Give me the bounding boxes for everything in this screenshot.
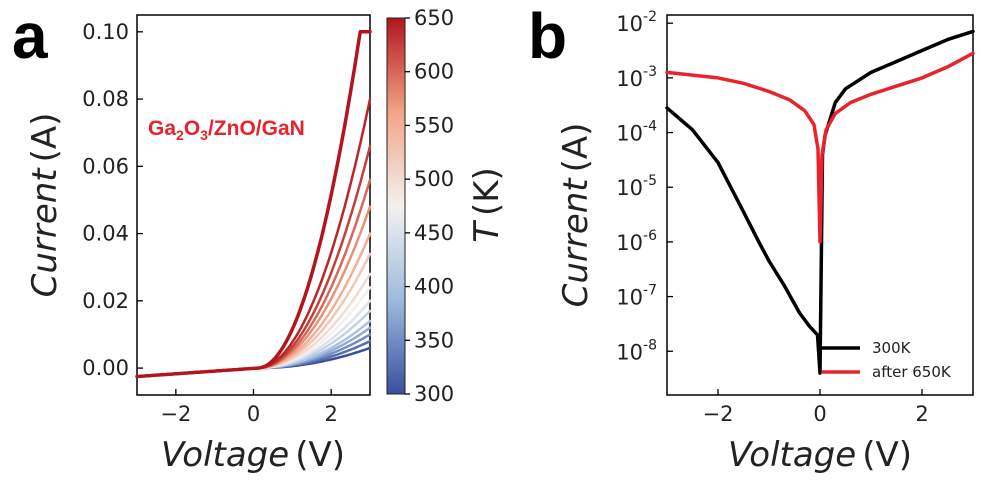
colorbar-tick-label: 450 xyxy=(414,221,454,245)
panel-a-letter: a xyxy=(12,0,48,72)
panel-a-colorbar: 300 350 400 450 500 550 600 650 T(K) xyxy=(386,6,507,406)
colorbar-tick-label: 350 xyxy=(414,328,454,352)
y-tick-label: 0.10 xyxy=(82,20,129,44)
panel-a-x-ticks: −2 0 2 xyxy=(160,389,338,426)
y-tick-label: 10-5 xyxy=(616,173,657,200)
y-tick-label: 10-3 xyxy=(616,64,657,91)
series-line-300k xyxy=(665,29,975,375)
panel-b-y-axis-label: Current(A) xyxy=(556,123,596,308)
colorbar-tick-label: 500 xyxy=(414,167,454,191)
y-tick-label: 0.00 xyxy=(82,356,129,380)
panel-b-legend: 300K after 650K xyxy=(822,339,952,381)
panel-b-x-axis-label: Voltage (V) xyxy=(728,435,912,475)
legend-label-after-650k: after 650K xyxy=(872,363,952,381)
y-tick-label: 10-8 xyxy=(616,337,657,364)
x-tick-label: 0 xyxy=(813,402,826,426)
panel-a-curves xyxy=(135,30,372,379)
panel-b-x-ticks: −2 0 2 xyxy=(703,389,929,426)
colorbar-tick-label: 650 xyxy=(414,6,454,30)
panel-a: a −2 0 2 0.00 0.02 0.04 0.06 0.08 0.10 Ga2O3/Zn… xyxy=(12,0,507,475)
x-tick-label: −2 xyxy=(160,402,191,426)
x-tick-label: 0 xyxy=(247,402,260,426)
y-tick-label: 0.04 xyxy=(82,222,129,246)
panel-a-y-axis-label: Current(A) xyxy=(25,113,65,298)
y-tick-label: 10-4 xyxy=(616,119,657,146)
colorbar-tick-label: 400 xyxy=(414,275,454,299)
panel-a-annotation: Ga2O3/ZnO/GaN xyxy=(148,117,305,143)
x-tick-label: −2 xyxy=(703,402,734,426)
y-tick-label: 10-7 xyxy=(616,283,657,310)
y-tick-label: 10-2 xyxy=(616,9,657,36)
colorbar-tick-label: 600 xyxy=(414,60,454,84)
panel-b-letter: b xyxy=(528,0,567,72)
legend-label-300k: 300K xyxy=(872,339,912,357)
panel-b-plot-area: −2 0 2 10-8 10-7 10-6 10-5 10-4 10-3 10-2 xyxy=(616,9,975,426)
y-tick-label: 0.08 xyxy=(82,87,129,111)
series-line-after-650k xyxy=(665,51,975,244)
colorbar-tick-label: 300 xyxy=(414,382,454,406)
y-tick-label: 0.06 xyxy=(82,154,129,178)
colorbar-gradient xyxy=(386,17,406,395)
panel-a-y-ticks: 0.00 0.02 0.04 0.06 0.08 0.10 xyxy=(82,20,143,380)
x-tick-label: 2 xyxy=(915,402,928,426)
x-tick-label: 2 xyxy=(324,402,337,426)
curve-650k xyxy=(135,30,372,379)
panel-b-y-ticks: 10-8 10-7 10-6 10-5 10-4 10-3 10-2 xyxy=(616,9,673,364)
colorbar-label: T(K) xyxy=(467,167,507,243)
panel-b-curves xyxy=(665,29,975,375)
colorbar-tick-label: 550 xyxy=(414,113,454,137)
y-tick-label: 10-6 xyxy=(616,228,657,255)
panel-b: b −2 0 2 10-8 10-7 10-6 10-5 10-4 10-3 10-2 300K… xyxy=(528,0,975,475)
panel-a-x-axis-label: Voltage (V) xyxy=(161,435,345,475)
panel-a-frame xyxy=(136,14,371,396)
colorbar-ticks: 300 350 400 450 500 550 600 650 xyxy=(405,6,454,406)
panel-a-plot-area: −2 0 2 0.00 0.02 0.04 0.06 0.08 0.10 xyxy=(82,14,372,426)
y-tick-label: 0.02 xyxy=(82,289,129,313)
